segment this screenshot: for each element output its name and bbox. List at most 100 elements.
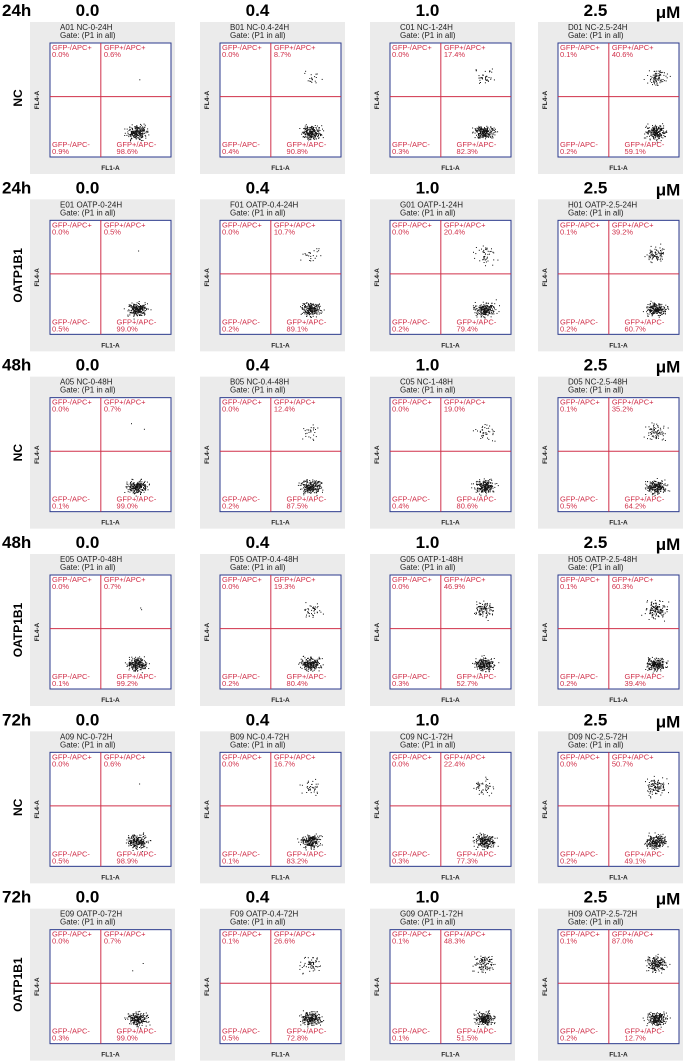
event [668, 661, 669, 662]
event [308, 835, 309, 836]
event [317, 491, 318, 492]
event [490, 609, 491, 610]
concentration-label: 2.5 [584, 1, 608, 20]
event [315, 130, 316, 131]
event [314, 483, 315, 484]
event [660, 126, 661, 127]
event [133, 847, 134, 848]
event [493, 134, 494, 135]
event [305, 481, 306, 482]
event [654, 427, 655, 428]
event [146, 131, 147, 132]
event [666, 609, 667, 610]
event [319, 658, 320, 659]
event [321, 667, 322, 668]
unit-label: μM [656, 3, 681, 22]
concentration-label: 2.5 [584, 356, 608, 375]
event [658, 487, 659, 488]
event [484, 133, 485, 134]
event [145, 668, 146, 669]
event [127, 482, 128, 483]
event [312, 314, 313, 315]
event [125, 662, 126, 663]
event [652, 302, 653, 303]
event [657, 490, 658, 491]
event [667, 606, 668, 607]
event [655, 254, 656, 255]
event [484, 127, 485, 128]
event [664, 310, 665, 311]
gate-label: Gate: (P1 in all) [400, 563, 456, 572]
event [312, 488, 313, 489]
event [138, 484, 139, 485]
event [141, 609, 142, 610]
event [481, 126, 482, 127]
event [143, 313, 144, 314]
event [124, 492, 125, 493]
event [140, 135, 141, 136]
event [138, 659, 139, 660]
event [492, 136, 493, 137]
event [652, 663, 653, 664]
event [653, 428, 654, 429]
quadrant-value: 20.4% [444, 227, 466, 236]
event [660, 485, 661, 486]
event [658, 482, 659, 483]
event [310, 313, 311, 314]
quadrant-value: 0.0% [52, 582, 69, 591]
event [313, 138, 314, 139]
event [480, 127, 481, 128]
event [486, 130, 487, 131]
event [479, 78, 480, 79]
event [132, 835, 133, 836]
event [490, 127, 491, 128]
event [305, 609, 306, 610]
event [661, 314, 662, 315]
event [311, 657, 312, 658]
event [659, 487, 660, 488]
event [668, 602, 669, 603]
x-axis-label: FL1-A [609, 697, 628, 704]
quadrant-value: 0.2% [560, 147, 577, 156]
event [480, 306, 481, 307]
event [129, 306, 130, 307]
event [133, 666, 134, 667]
event [651, 254, 652, 255]
event [657, 134, 658, 135]
event [302, 482, 303, 483]
event [482, 661, 483, 662]
event [656, 73, 657, 74]
event [309, 313, 310, 314]
event [659, 432, 660, 433]
event [651, 133, 652, 134]
event [649, 426, 650, 427]
event [651, 252, 652, 253]
gate-label: Gate: (P1 in all) [230, 563, 286, 572]
event [654, 484, 655, 485]
event [311, 606, 312, 607]
event [300, 485, 301, 486]
event [650, 257, 651, 258]
group-label: OATP1B1 [11, 602, 25, 657]
event [651, 311, 652, 312]
event [659, 131, 660, 132]
event [303, 128, 304, 129]
event [659, 660, 660, 661]
event [138, 485, 139, 486]
event [304, 839, 305, 840]
event [662, 310, 663, 311]
event [658, 491, 659, 492]
event [140, 483, 141, 484]
quadrant-value: 40.6% [612, 50, 634, 59]
event [308, 669, 309, 670]
event [304, 303, 305, 304]
y-axis-label: FL4-A [374, 445, 381, 464]
event [657, 606, 658, 607]
event [657, 431, 658, 432]
event [488, 667, 489, 668]
event [124, 135, 125, 136]
event [480, 314, 481, 315]
event [667, 308, 668, 309]
event [482, 137, 483, 138]
event [147, 486, 148, 487]
